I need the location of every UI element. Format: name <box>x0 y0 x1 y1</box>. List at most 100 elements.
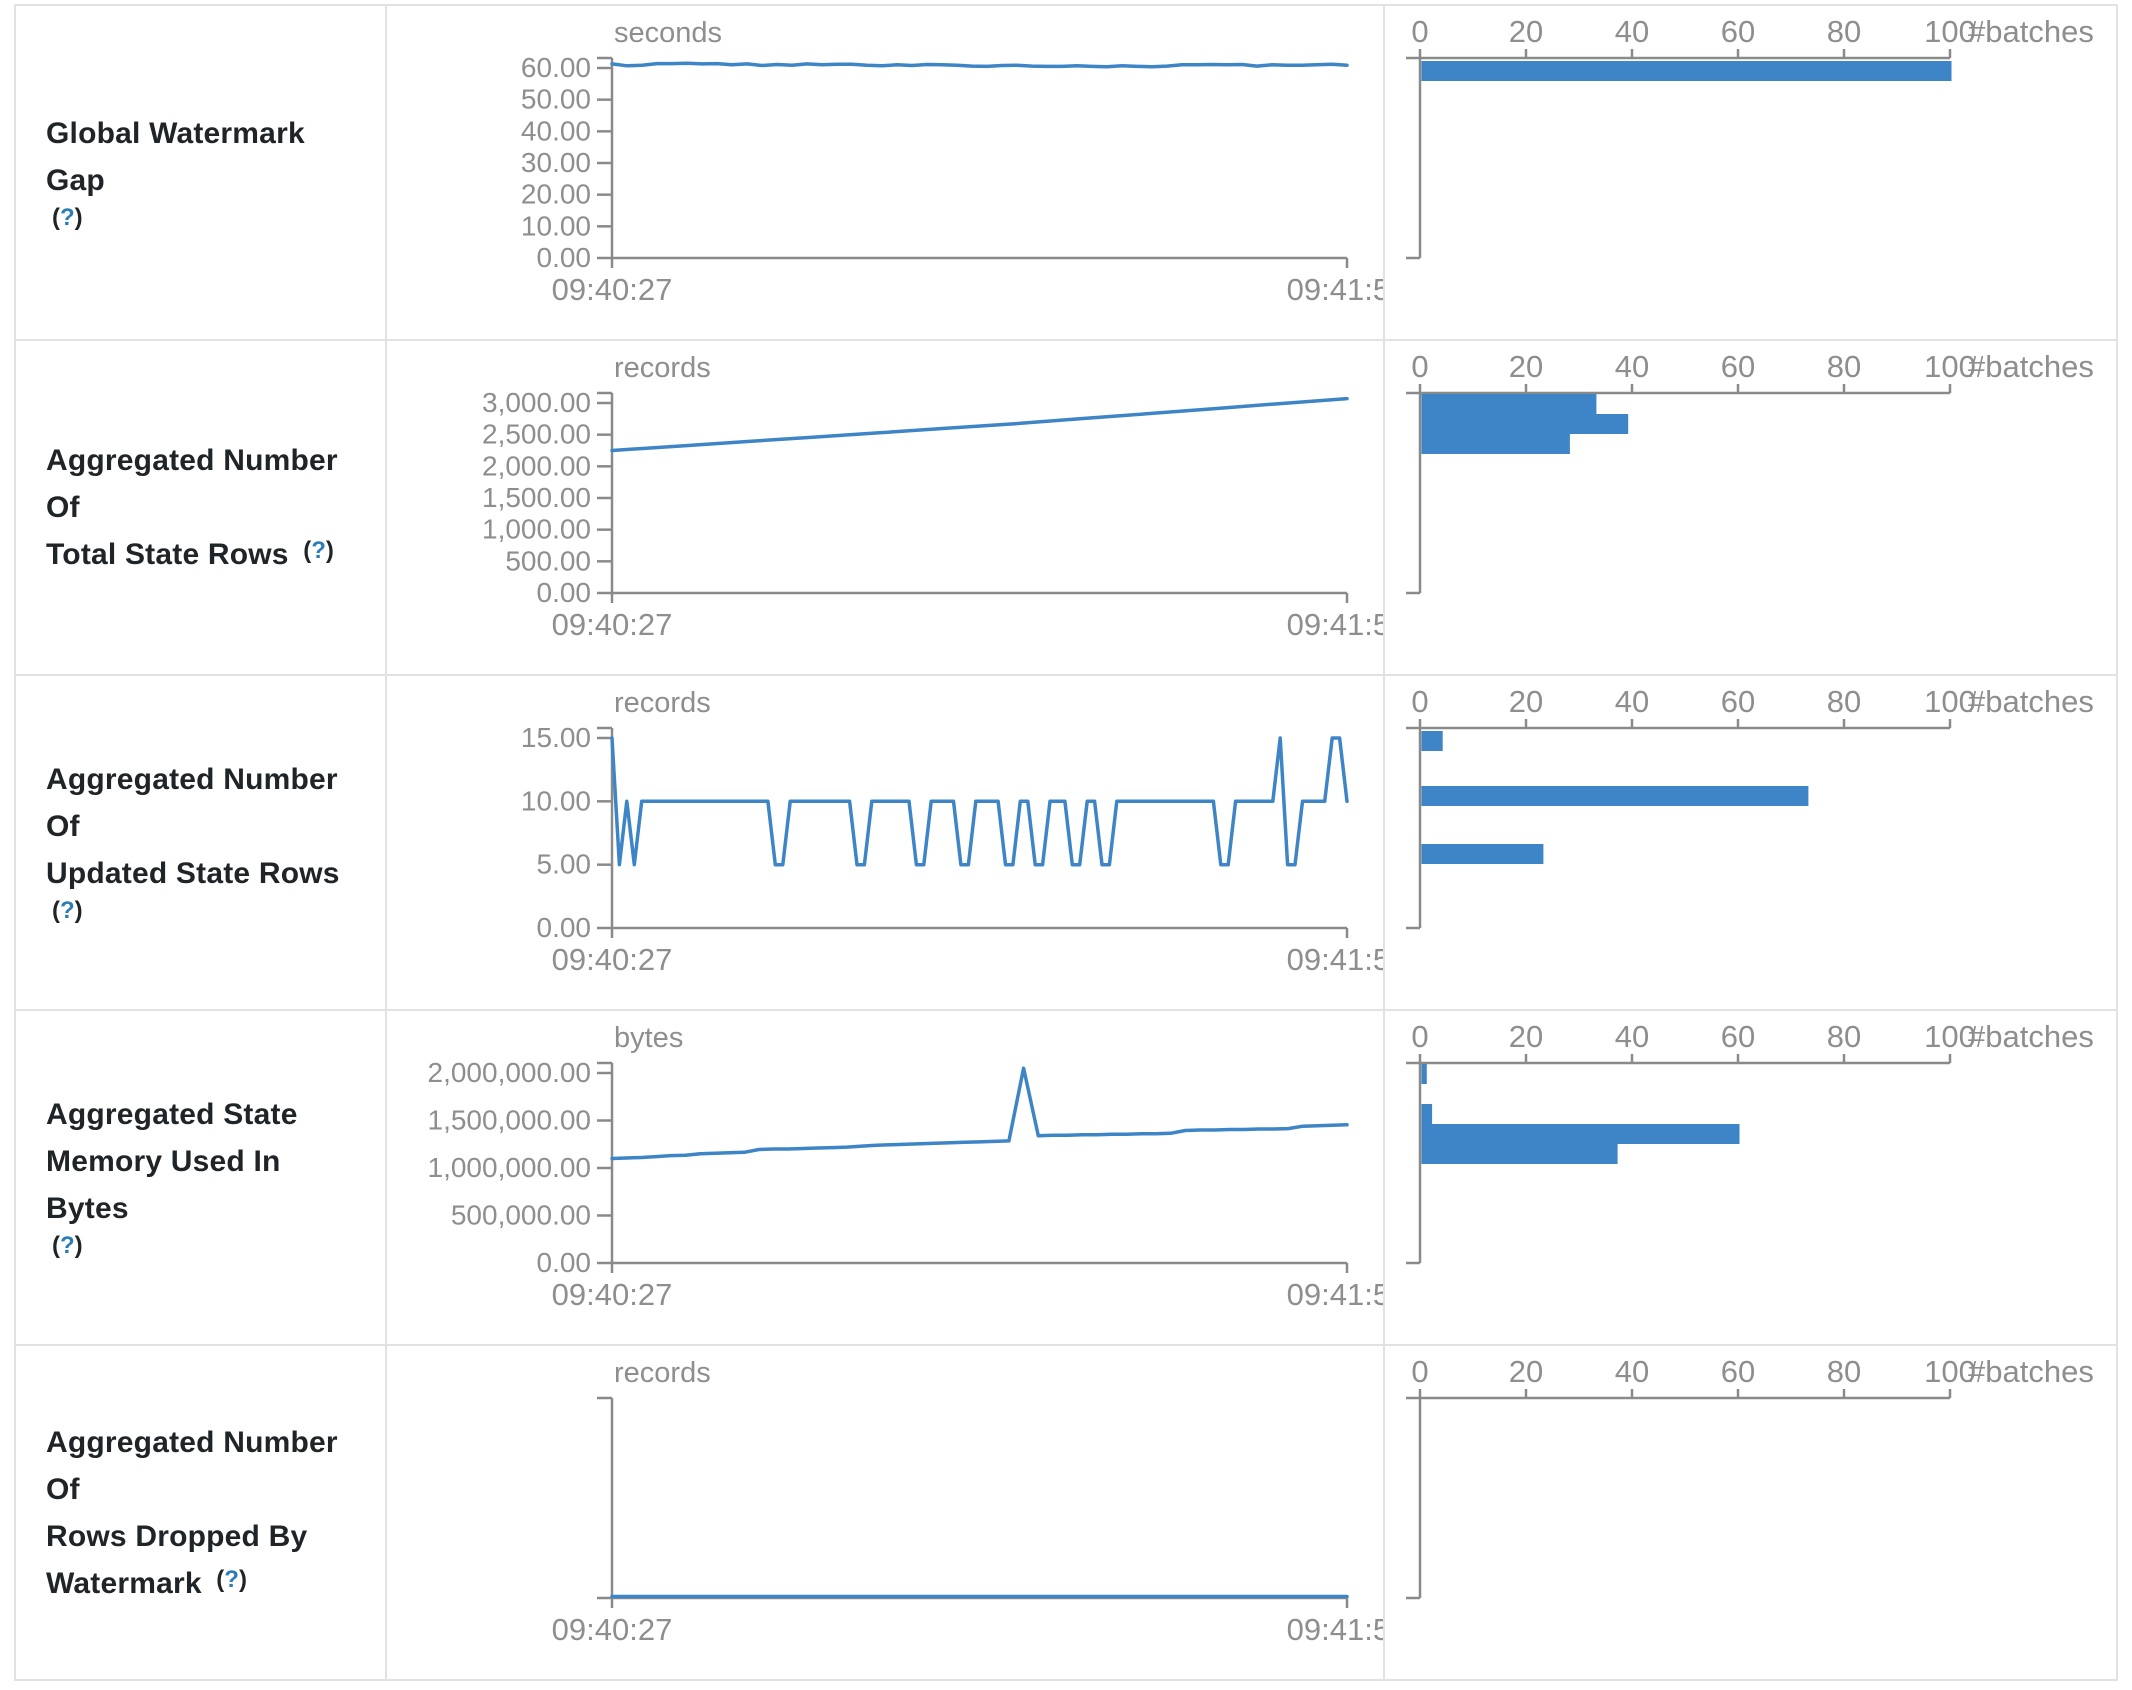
y-axis-tick-label: 2,000,000.00 <box>428 1057 592 1088</box>
y-axis-tick-label: 40.00 <box>521 115 591 146</box>
hist-x-axis-tick-label: 20 <box>1509 349 1543 384</box>
histogram-chart-cell: 0 20 40 60 80 100 #batches <box>1385 1346 2116 1679</box>
hist-x-axis-tick-label: 60 <box>1721 14 1755 49</box>
histogram-chart: 0 20 40 60 80 100#batches <box>1406 684 2094 930</box>
metric-row-label: Global Watermark Gap (?) <box>16 6 385 339</box>
metric-title: Aggregated Number Of Rows Dropped By Wat… <box>46 1425 338 1600</box>
hist-x-axis-tick-label: 0 <box>1411 1019 1428 1054</box>
help-question-icon: ? <box>311 537 326 564</box>
hist-x-axis-tick-label: 20 <box>1509 1019 1543 1054</box>
hist-x-axis-tick-label: 60 <box>1721 684 1755 719</box>
histogram-chart-cell: 0 20 40 60 80 100 #batches <box>1385 6 2116 339</box>
x-axis-end-time-label: 09:41:56 <box>1287 1612 1383 1647</box>
histogram-chart-cell: 0 20 40 60 80 100 #batches <box>1385 676 2116 1009</box>
y-axis-tick-label: 15.00 <box>521 722 591 753</box>
hist-x-axis-tick-label: 20 <box>1509 1354 1543 1389</box>
timeline-chart: records 3,000.002,500.002,000.001,500.001… <box>482 352 1383 642</box>
x-axis-start-time-label: 09:40:27 <box>552 942 673 977</box>
hist-x-axis-tick-label: 0 <box>1411 1354 1428 1389</box>
histogram-bar <box>1421 434 1570 454</box>
metric-title: Global Watermark Gap <box>46 116 305 197</box>
metric-row-label: Aggregated Number Of Updated State Rows … <box>16 676 385 1009</box>
help-tooltip-link[interactable]: (?) <box>52 897 83 924</box>
hist-x-axis-tick-label: 100 <box>1924 1354 1976 1389</box>
histogram-bar <box>1421 1104 1433 1124</box>
hist-x-axis-tick-label: 60 <box>1721 349 1755 384</box>
help-paren-close: ) <box>74 897 83 924</box>
histogram-bar <box>1421 1124 1740 1144</box>
histogram-bar <box>1421 844 1544 864</box>
hist-x-axis-tick-label: 80 <box>1827 684 1861 719</box>
help-paren-open: ( <box>52 897 60 924</box>
y-axis-tick-label: 3,000.00 <box>482 387 591 418</box>
metric-title: Aggregated State Memory Used In Bytes <box>46 1098 298 1225</box>
hist-axis-unit-label: #batches <box>1968 1019 2094 1054</box>
help-tooltip-link[interactable]: (?) <box>52 1232 83 1259</box>
hist-axis-unit-label: #batches <box>1968 349 2094 384</box>
histogram-chart-cell: 0 20 40 60 80 100 #batches <box>1385 1011 2116 1344</box>
timeline-chart-cell: records 15.00 10.00 5.00 0.00 09:40:27 09:41:5… <box>387 676 1383 1009</box>
metric-row-label: Aggregated Number Of Rows Dropped By Wat… <box>16 1346 385 1679</box>
help-tooltip-link[interactable]: (?) <box>52 204 83 231</box>
y-axis-unit-label: records <box>614 352 711 384</box>
help-question-icon: ? <box>60 897 75 924</box>
hist-x-axis-tick-label: 100 <box>1924 1019 1976 1054</box>
x-axis-start-time-label: 09:40:27 <box>552 272 673 307</box>
timeline-chart: records 09:40:27 09:41:56 <box>552 1357 1383 1647</box>
hist-x-axis-tick-label: 60 <box>1721 1019 1755 1054</box>
y-axis-tick-label: 2,500.00 <box>482 419 591 450</box>
histogram-bar <box>1421 61 1952 81</box>
timeline-chart: seconds 60.0050.0040.0030.0020.0010.000.0… <box>521 17 1383 307</box>
help-tooltip-link[interactable]: (?) <box>216 1566 247 1593</box>
x-axis-start-time-label: 09:40:27 <box>552 607 673 642</box>
timeline-chart-cell: bytes 2,000,000.00 1,500,000.00 1,000,000.0… <box>387 1011 1383 1344</box>
y-axis-tick-label: 0.00 <box>537 1247 592 1278</box>
help-paren-close: ) <box>74 1232 83 1259</box>
hist-x-axis-tick-label: 40 <box>1615 1354 1649 1389</box>
hist-x-axis-tick-label: 100 <box>1924 14 1976 49</box>
hist-x-axis-tick-label: 100 <box>1924 349 1976 384</box>
histogram-chart: 0 20 40 60 80 100#batches <box>1406 14 2094 260</box>
hist-x-axis-tick-label: 20 <box>1509 684 1543 719</box>
x-axis-end-time-label: 09:41:56 <box>1287 607 1383 642</box>
hist-x-axis-tick-label: 0 <box>1411 349 1428 384</box>
metric-title: Aggregated Number Of Updated State Rows <box>46 763 340 890</box>
y-axis-tick-label: 500,000.00 <box>451 1200 591 1231</box>
help-question-icon: ? <box>60 1232 75 1259</box>
help-paren-open: ( <box>52 203 60 231</box>
histogram-bar <box>1421 414 1629 434</box>
streaming-metrics-table: Global Watermark Gap (?) seconds 60.00 50.… <box>14 4 2118 1681</box>
help-paren-open: ( <box>52 1232 60 1259</box>
histogram-chart: 0 20 40 60 80 100#batches <box>1406 1354 2094 1600</box>
help-paren-close: ) <box>325 537 334 564</box>
hist-x-axis-tick-label: 80 <box>1827 349 1861 384</box>
hist-x-axis-tick-label: 80 <box>1827 1019 1861 1054</box>
help-tooltip-link[interactable]: (?) <box>303 537 334 564</box>
metric-title: Aggregated Number Of Total State Rows <box>46 444 338 571</box>
histogram-chart: 0 20 40 60 80 100#batches <box>1406 1019 2094 1265</box>
metric-row-label: Aggregated State Memory Used In Bytes (?… <box>16 1011 385 1344</box>
hist-x-axis-tick-label: 80 <box>1827 1354 1861 1389</box>
hist-x-axis-tick-label: 40 <box>1615 349 1649 384</box>
y-axis-tick-label: 10.00 <box>521 785 591 816</box>
y-axis-tick-label: 30.00 <box>521 147 591 178</box>
series-line <box>610 1066 1349 1161</box>
y-axis-tick-label: 10.00 <box>521 210 591 241</box>
x-axis-end-time-label: 09:41:56 <box>1287 272 1383 307</box>
timeline-chart-cell: seconds 60.00 50.00 40.00 30.00 20.00 10.00 0.0… <box>387 6 1383 339</box>
histogram-bar <box>1421 394 1597 414</box>
series-line <box>610 396 1349 453</box>
y-axis-tick-label: 60.00 <box>521 52 591 83</box>
y-axis-tick-label: 1,500.00 <box>482 482 591 513</box>
hist-axis-unit-label: #batches <box>1968 14 2094 49</box>
metric-row-label: Aggregated Number Of Total State Rows (?… <box>16 341 385 674</box>
histogram-bar <box>1421 731 1443 751</box>
hist-x-axis-tick-label: 40 <box>1615 684 1649 719</box>
hist-x-axis-tick-label: 0 <box>1411 14 1428 49</box>
series-line <box>610 736 1349 867</box>
timeline-chart-cell: records 3,000.00 2,500.00 2,000.00 1,500.00 1… <box>387 341 1383 674</box>
y-axis-tick-label: 0.00 <box>537 242 592 273</box>
hist-axis-unit-label: #batches <box>1968 1354 2094 1389</box>
timeline-chart-cell: records 09:40:27 09:41:56 <box>387 1346 1383 1679</box>
